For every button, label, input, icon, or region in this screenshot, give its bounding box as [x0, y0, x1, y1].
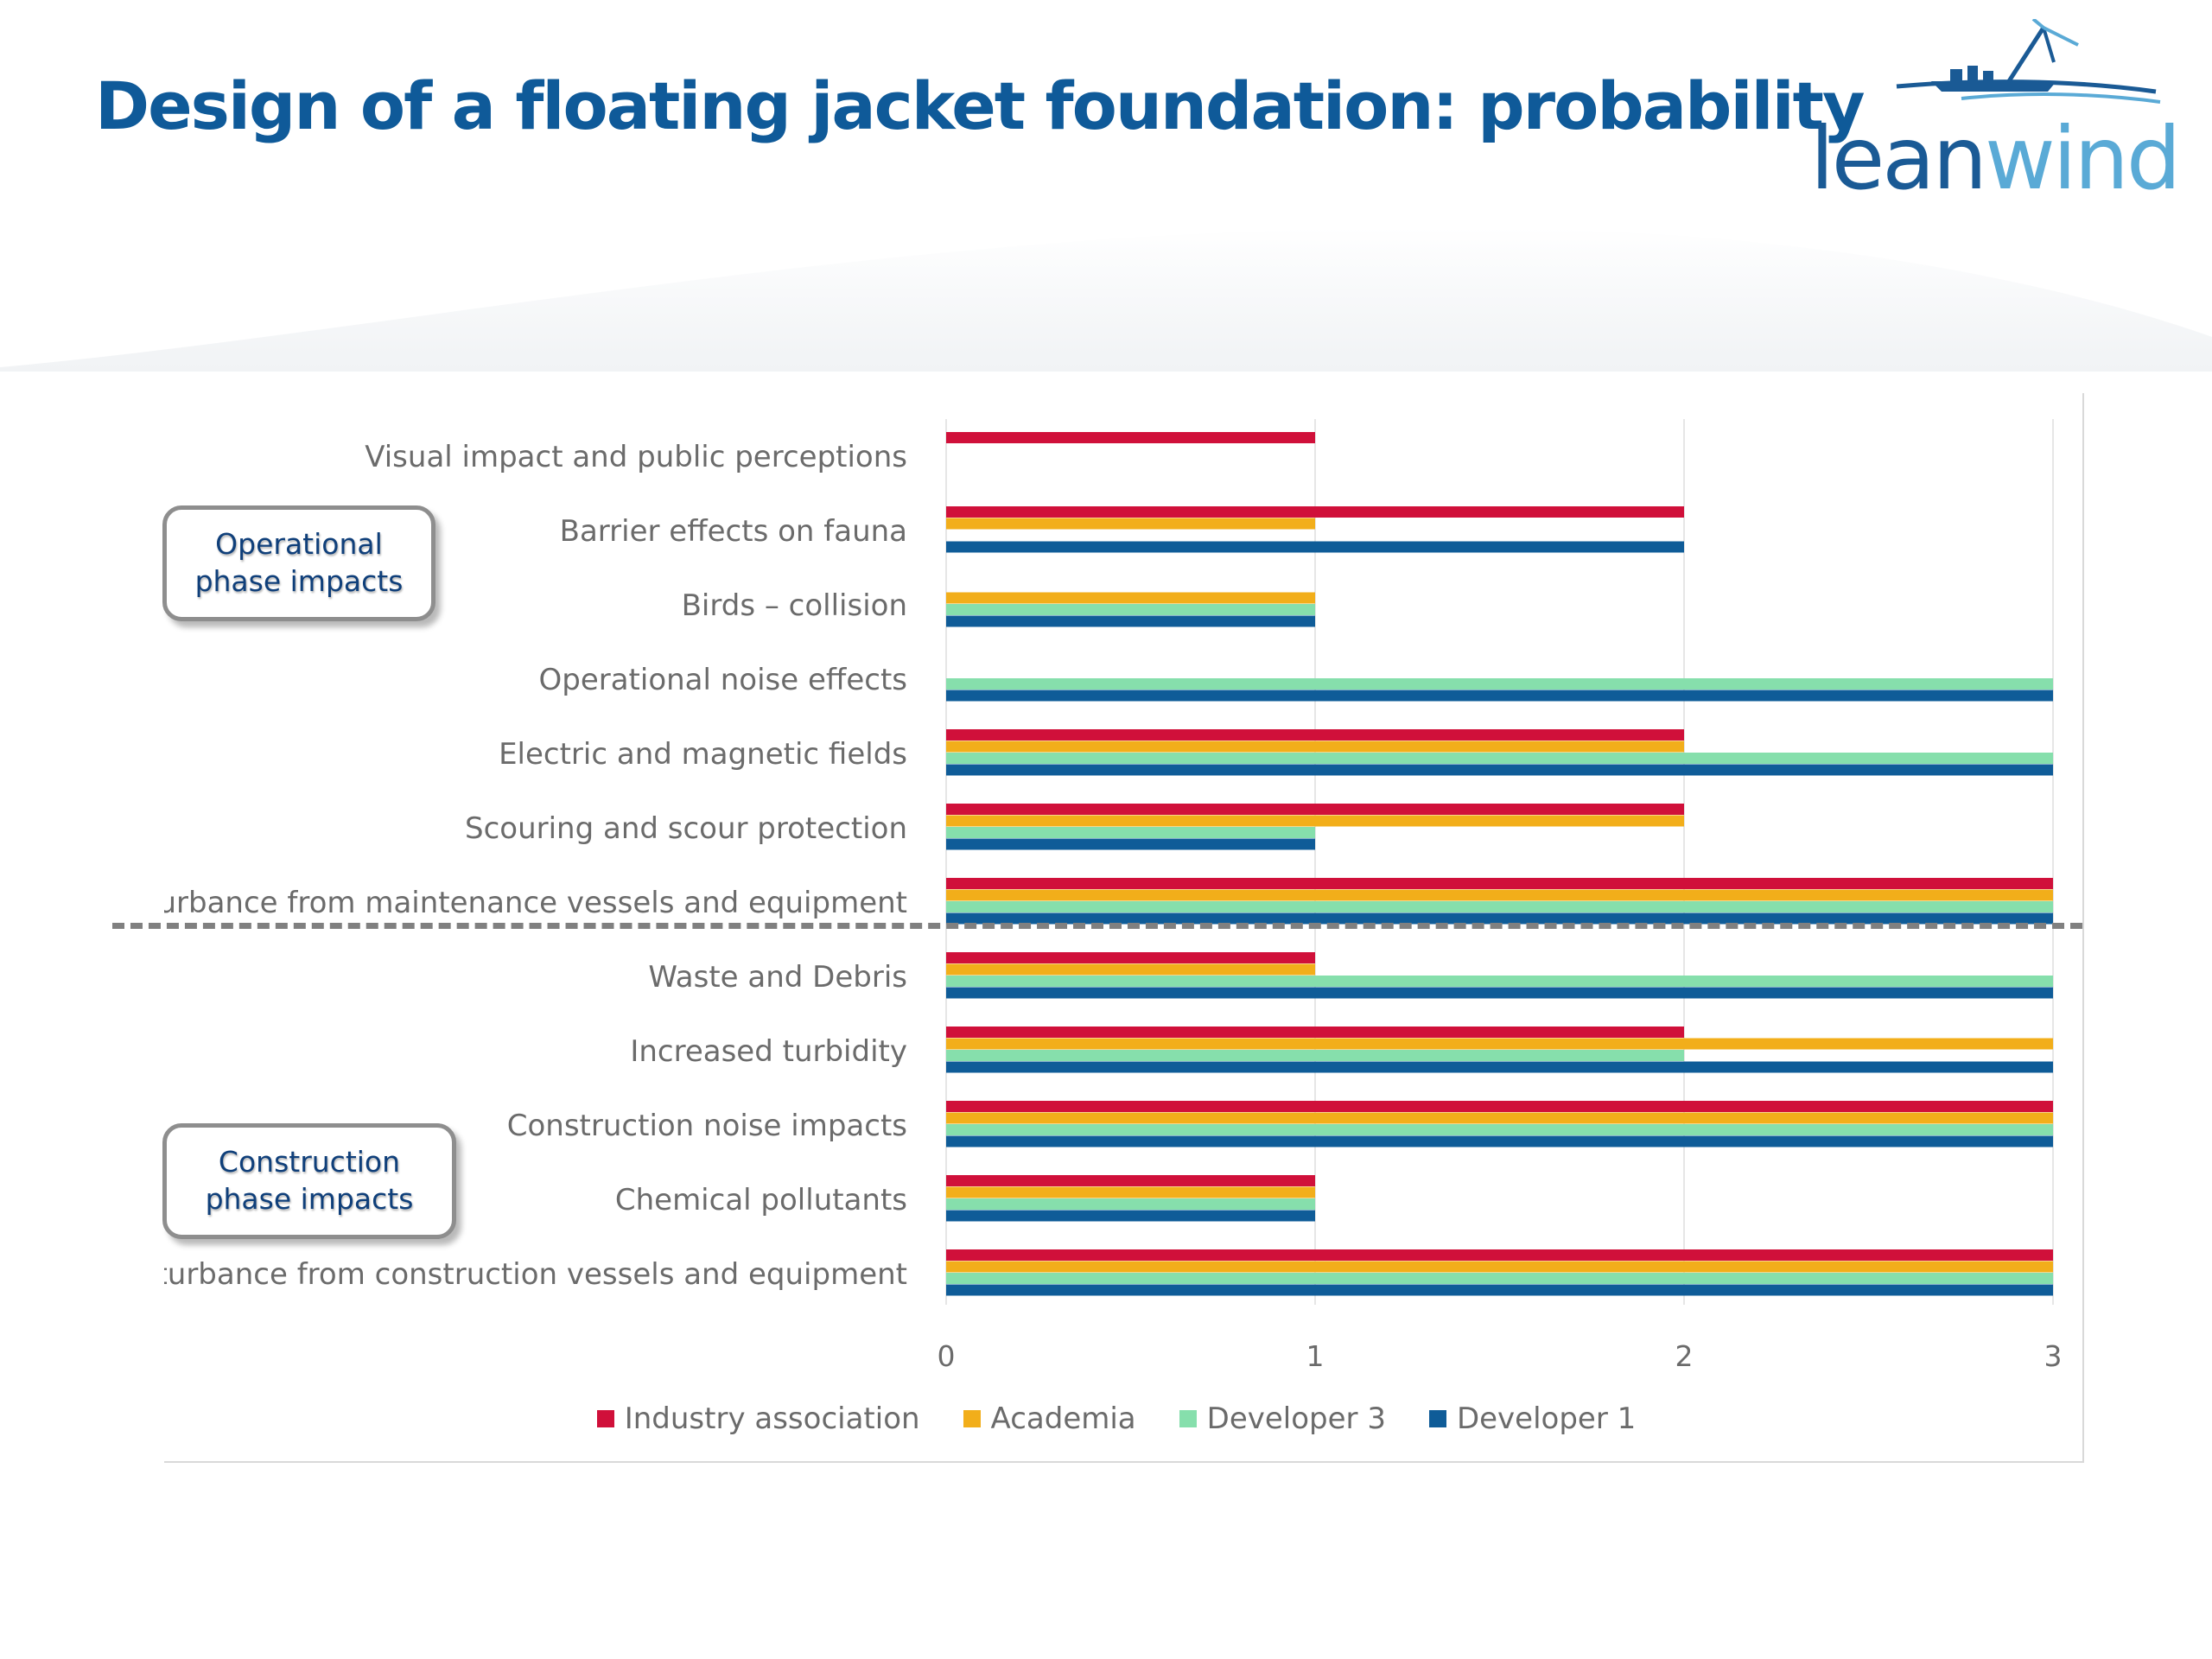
category-label: Birds – collision: [682, 588, 907, 623]
bar: [946, 912, 2053, 925]
bar: [946, 506, 1684, 518]
operational-phase-label: Operational phase impacts: [162, 505, 435, 621]
bar: [946, 1027, 1684, 1038]
bar: [946, 753, 2053, 764]
ship-turbine-icon: [1896, 19, 2161, 104]
x-tick-label: 1: [1306, 1339, 1325, 1373]
category-label: Operational noise effects: [538, 663, 907, 697]
bar: [946, 729, 1684, 741]
chart-legend: Industry association Academia Developer …: [0, 1402, 2212, 1436]
category-label: Disturbance from construction vessels an…: [164, 1257, 907, 1292]
bar: [946, 615, 1315, 627]
bar: [946, 1198, 1315, 1210]
bar: [946, 741, 1684, 753]
bar: [946, 1038, 2053, 1050]
bar-chart: 0 1 2 3 Visual impact and public perceptions…: [164, 419, 2063, 1373]
bar: [946, 764, 2053, 776]
bar: [946, 1175, 1315, 1186]
category-label: Construction noise impacts: [507, 1109, 907, 1143]
logo-text-lean: lean: [1810, 108, 1987, 209]
legend-label: Developer 3: [1206, 1402, 1386, 1436]
leanwind-logo: leanwind: [1810, 19, 2181, 209]
x-tick-label: 0: [938, 1339, 956, 1373]
legend-label: Academia: [990, 1402, 1136, 1436]
bar: [946, 1273, 2053, 1284]
category-label: Disturbance from maintenance vessels and…: [164, 886, 907, 920]
category-label: Electric and magnetic fields: [499, 737, 907, 772]
x-tick-label: 2: [1675, 1339, 1694, 1373]
slide-title: Design of a floating jacket foundation: …: [95, 67, 1865, 144]
bar: [946, 804, 1684, 815]
bar: [946, 1112, 2053, 1124]
bar: [946, 1050, 1684, 1061]
bar: [946, 1249, 2053, 1261]
construction-phase-label: Construction phase impacts: [162, 1123, 456, 1239]
bar: [946, 1186, 1315, 1198]
bar: [946, 878, 2053, 889]
legend-item: Academia: [963, 1402, 1136, 1436]
bar: [946, 901, 2053, 912]
bar: [946, 678, 2053, 690]
bar: [946, 1061, 2053, 1073]
legend-item: Developer 1: [1428, 1402, 1637, 1436]
x-tick-label: 3: [2044, 1339, 2063, 1373]
bar: [946, 1135, 2053, 1147]
bar: [946, 518, 1315, 530]
bar: [946, 1124, 2053, 1135]
category-label: Scouring and scour protection: [465, 811, 907, 846]
bar: [946, 1210, 1315, 1222]
category-label: Barrier effects on fauna: [560, 514, 907, 549]
bar: [946, 963, 1315, 976]
category-label: Waste and Debris: [648, 960, 907, 995]
category-label: Increased turbidity: [630, 1034, 907, 1069]
bar: [946, 815, 1684, 827]
bar: [946, 976, 2053, 987]
bar: [946, 541, 1684, 553]
legend-swatch: [596, 1410, 614, 1427]
legend-swatch: [1179, 1410, 1197, 1427]
bar: [946, 1261, 2053, 1273]
bar: [946, 987, 2053, 999]
legend-swatch: [1428, 1410, 1446, 1427]
bar: [946, 952, 1315, 963]
bar: [946, 889, 2053, 901]
legend-swatch: [963, 1410, 981, 1427]
legend-label: Developer 1: [1456, 1402, 1637, 1436]
bar: [946, 1101, 2053, 1112]
category-label: Visual impact and public perceptions: [365, 440, 907, 474]
legend-item: Industry association: [596, 1402, 920, 1436]
bar: [946, 690, 2053, 702]
category-label: Chemical pollutants: [615, 1183, 907, 1217]
phase-divider: [112, 923, 2082, 929]
legend-item: Developer 3: [1179, 1402, 1386, 1436]
bar: [946, 838, 1315, 850]
logo-text-wind: wind: [1984, 108, 2181, 209]
bar: [946, 432, 1315, 443]
legend-label: Industry association: [624, 1402, 920, 1436]
bar: [946, 592, 1315, 604]
bar: [946, 604, 1315, 615]
bar: [946, 827, 1315, 838]
chart-area: 0 1 2 3 Visual impact and public perceptions…: [164, 393, 2084, 1463]
bar: [946, 1284, 2053, 1296]
